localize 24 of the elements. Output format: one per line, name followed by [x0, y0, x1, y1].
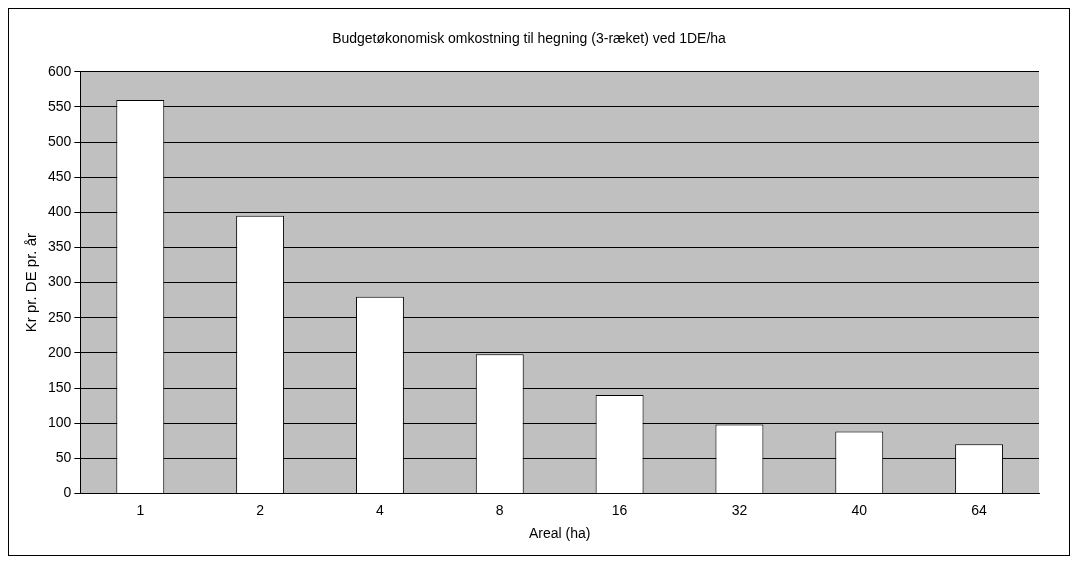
y-tick-label: 400 — [48, 203, 72, 220]
y-tick-label: 550 — [48, 97, 72, 114]
y-tick-label: 350 — [48, 238, 72, 255]
y-tick-label: 50 — [55, 449, 72, 466]
y-tick-label: 250 — [48, 308, 72, 325]
y-tick-label: 600 — [48, 62, 72, 79]
x-tick-label: 8 — [495, 501, 504, 518]
x-tick-label: 64 — [971, 501, 988, 518]
y-axis-title: Kr pr. DE pr. år — [22, 233, 40, 333]
y-tick-label: 0 — [63, 484, 72, 501]
x-tick-label: 4 — [376, 501, 385, 518]
x-axis-title: Areal (ha) — [528, 525, 591, 542]
y-tick-label: 200 — [48, 343, 72, 360]
y-tick-label: 450 — [48, 168, 72, 185]
y-tick-label: 500 — [48, 132, 72, 149]
y-tick-label: 100 — [48, 413, 72, 430]
x-tick-label: 32 — [731, 501, 748, 518]
y-tick-label: 300 — [48, 273, 72, 290]
x-tick-label: 2 — [256, 501, 265, 518]
y-tick-label: 150 — [48, 378, 72, 395]
x-tick-label: 40 — [851, 501, 868, 518]
chart-title: Budgetøkonomisk omkostning til hegning (3-ræket) ved 1DE/ha — [332, 30, 727, 47]
x-tick-label: 1 — [136, 501, 145, 518]
x-tick-label: 16 — [611, 501, 628, 518]
